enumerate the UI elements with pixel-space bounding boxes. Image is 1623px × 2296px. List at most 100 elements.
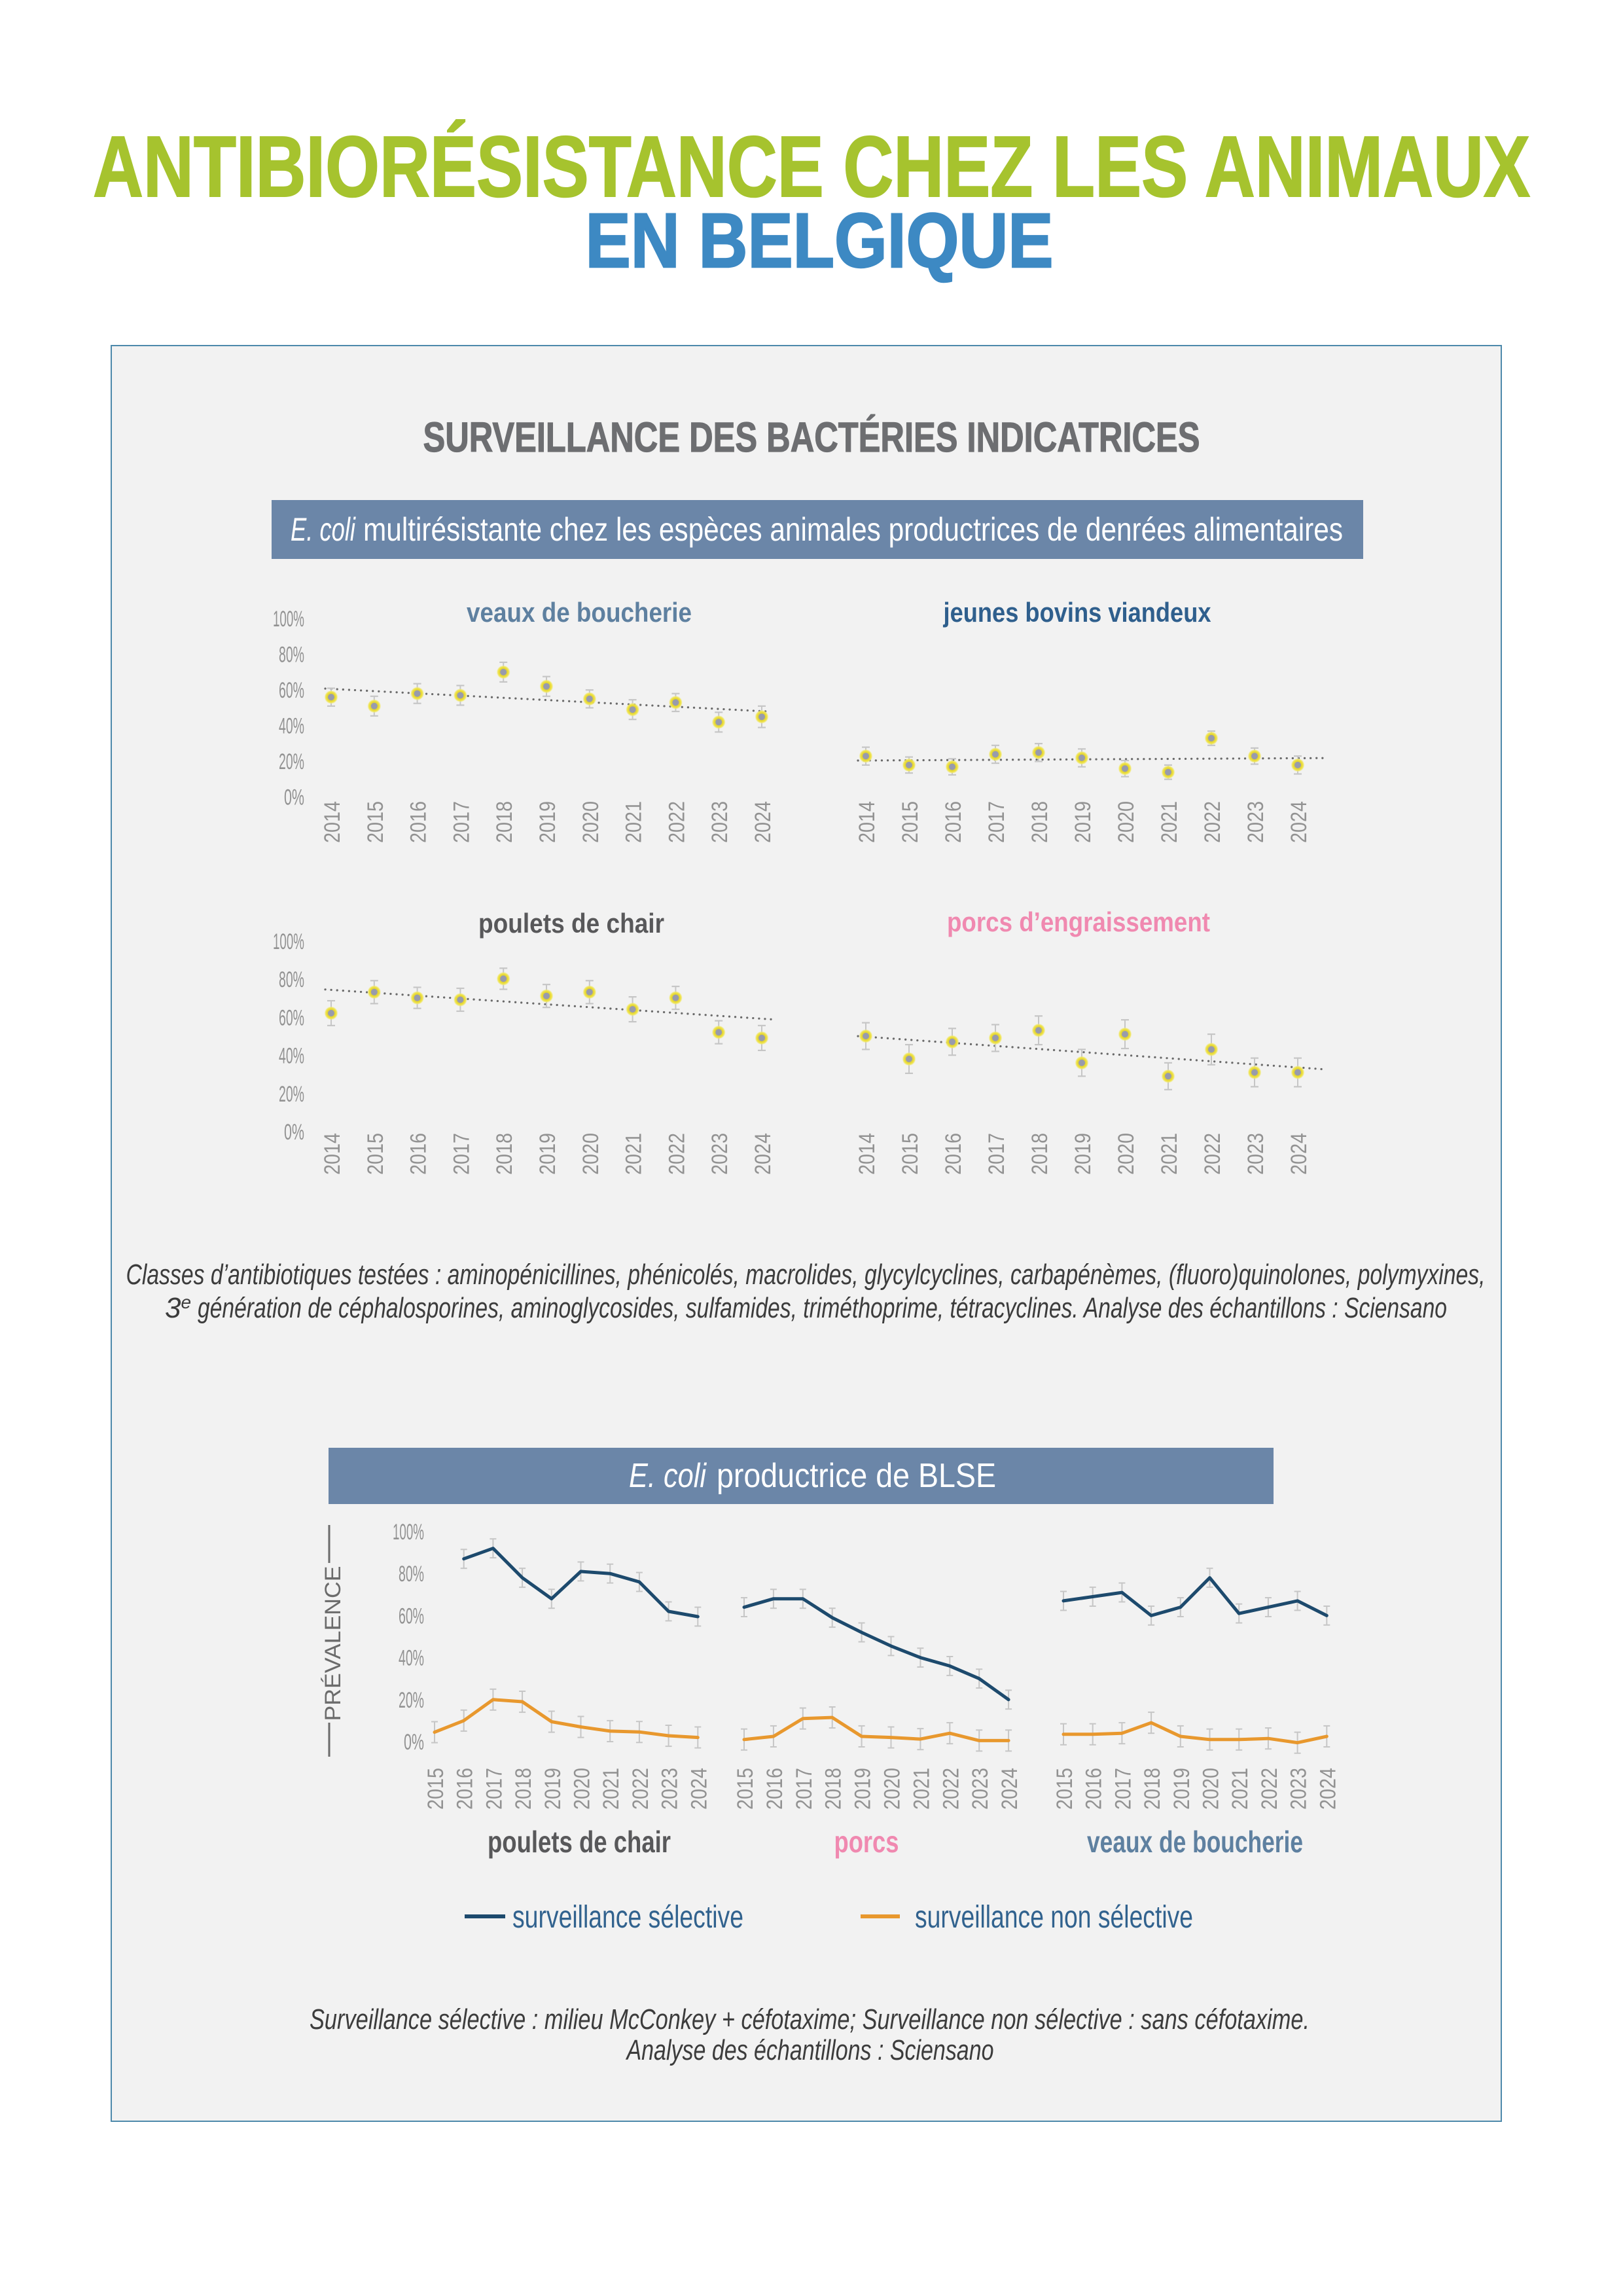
svg-text:2024: 2024 [997,1768,1022,1810]
svg-text:60%: 60% [279,1005,304,1030]
svg-text:2024: 2024 [687,1768,711,1810]
svg-text:100%: 100% [393,1520,424,1545]
svg-text:60%: 60% [279,678,304,703]
svg-text:2018: 2018 [1027,1133,1052,1175]
svg-text:2017: 2017 [984,801,1009,843]
svg-text:40%: 40% [279,714,304,739]
svg-text:2019: 2019 [535,801,560,843]
svg-text:2016: 2016 [453,1768,478,1810]
svg-text:2024: 2024 [1287,1133,1311,1175]
svg-text:Classes d’antibiotiques testée: Classes d’antibiotiques testées : aminop… [126,1259,1486,1291]
svg-text:2015: 2015 [423,1768,448,1810]
svg-text:2021: 2021 [599,1768,624,1810]
svg-text:veaux de boucherie: veaux de boucherie [1087,1825,1303,1859]
svg-text:60%: 60% [399,1604,424,1628]
svg-text:2021: 2021 [1228,1768,1253,1810]
svg-text:2019: 2019 [851,1768,876,1810]
svg-text:2021: 2021 [909,1768,934,1810]
svg-text:2015: 2015 [363,801,388,843]
svg-text:2017: 2017 [449,801,474,843]
svg-text:0%: 0% [284,1120,304,1145]
svg-text:2018: 2018 [1140,1768,1165,1810]
svg-text:2015: 2015 [733,1768,758,1810]
svg-text:2023: 2023 [1243,801,1268,843]
svg-text:PRÉVALENCE: PRÉVALENCE [321,1566,346,1721]
svg-text:2021: 2021 [622,1133,647,1175]
svg-text:3e: 3e [165,1292,199,1324]
svg-text:surveillance sélective: surveillance sélective [512,1900,743,1935]
svg-text:2022: 2022 [628,1768,653,1810]
svg-text:2022: 2022 [1200,801,1225,843]
svg-text:multirésistante chez les espèc: multirésistante chez les espèces animale… [363,511,1343,548]
svg-text:2014: 2014 [855,1133,880,1175]
svg-text:2020: 2020 [1199,1768,1224,1810]
svg-text:Surveillance sélective : milie: Surveillance sélective : milieu McConkey… [310,2003,1310,2036]
svg-text:2020: 2020 [1114,801,1139,843]
svg-text:2017: 2017 [449,1133,474,1175]
svg-text:2016: 2016 [406,801,431,843]
svg-text:2015: 2015 [898,1133,923,1175]
svg-text:2016: 2016 [941,801,966,843]
svg-text:80%: 80% [399,1562,424,1587]
svg-text:2019: 2019 [1071,801,1096,843]
svg-text:100%: 100% [273,607,304,632]
svg-text:100%: 100% [273,929,304,954]
svg-text:2021: 2021 [622,801,647,843]
svg-text:2015: 2015 [1052,1768,1077,1810]
svg-text:2014: 2014 [320,1133,345,1175]
svg-text:2021: 2021 [1157,1133,1182,1175]
svg-text:2014: 2014 [320,801,345,843]
svg-text:20%: 20% [279,749,304,774]
svg-text:porcs: porcs [834,1825,899,1859]
svg-text:2022: 2022 [1200,1133,1225,1175]
svg-text:2023: 2023 [707,801,732,843]
svg-text:ANTIBIORÉSISTANCE CHEZ LES ANI: ANTIBIORÉSISTANCE CHEZ LES ANIMAUX [93,118,1530,215]
svg-text:2022: 2022 [664,1133,689,1175]
svg-text:2021: 2021 [1157,801,1182,843]
svg-text:2019: 2019 [535,1133,560,1175]
svg-text:2017: 2017 [1111,1768,1135,1810]
svg-text:jeunes bovins viandeux: jeunes bovins viandeux [943,597,1211,628]
svg-text:2024: 2024 [751,801,776,843]
svg-text:2020: 2020 [1114,1133,1139,1175]
svg-text:2023: 2023 [658,1768,683,1810]
svg-text:2023: 2023 [1243,1133,1268,1175]
svg-text:2023: 2023 [1287,1768,1311,1810]
svg-text:2018: 2018 [492,801,517,843]
svg-text:2015: 2015 [898,801,923,843]
svg-text:2018: 2018 [511,1768,536,1810]
svg-text:2018: 2018 [492,1133,517,1175]
svg-text:2016: 2016 [941,1133,966,1175]
svg-text:SURVEILLANCE DES BACTÉRIES IND: SURVEILLANCE DES BACTÉRIES INDICATRICES [423,414,1200,461]
svg-text:80%: 80% [279,967,304,992]
svg-text:2022: 2022 [1257,1768,1282,1810]
svg-text:2019: 2019 [1169,1768,1194,1810]
svg-text:productrice de BLSE: productrice de BLSE [717,1457,996,1495]
svg-text:40%: 40% [279,1044,304,1069]
svg-text:surveillance non sélective: surveillance non sélective [915,1900,1193,1935]
svg-text:veaux de boucherie: veaux de boucherie [467,597,692,628]
svg-text:2015: 2015 [363,1133,388,1175]
svg-text:80%: 80% [279,643,304,668]
svg-text:2016: 2016 [406,1133,431,1175]
svg-text:2016: 2016 [762,1768,787,1810]
svg-text:2020: 2020 [579,801,603,843]
svg-text:2018: 2018 [821,1768,846,1810]
svg-text:2019: 2019 [541,1768,565,1810]
svg-text:2018: 2018 [1027,801,1052,843]
svg-text:2019: 2019 [1071,1133,1096,1175]
svg-text:0%: 0% [284,785,304,810]
svg-text:E. coli: E. coli [629,1457,707,1495]
svg-text:poulets de chair: poulets de chair [478,908,664,939]
svg-text:2020: 2020 [880,1768,905,1810]
svg-text:2017: 2017 [984,1133,1009,1175]
svg-text:E. coli: E. coli [291,511,356,548]
svg-text:porcs d’engraissement: porcs d’engraissement [947,906,1210,937]
svg-text:2023: 2023 [707,1133,732,1175]
svg-text:2024: 2024 [1315,1768,1340,1810]
svg-text:2024: 2024 [751,1133,776,1175]
svg-text:génération de céphalosporines,: génération de céphalosporines, aminoglyc… [198,1292,1447,1324]
svg-text:20%: 20% [399,1688,424,1713]
svg-text:2023: 2023 [968,1768,993,1810]
svg-text:2017: 2017 [792,1768,817,1810]
